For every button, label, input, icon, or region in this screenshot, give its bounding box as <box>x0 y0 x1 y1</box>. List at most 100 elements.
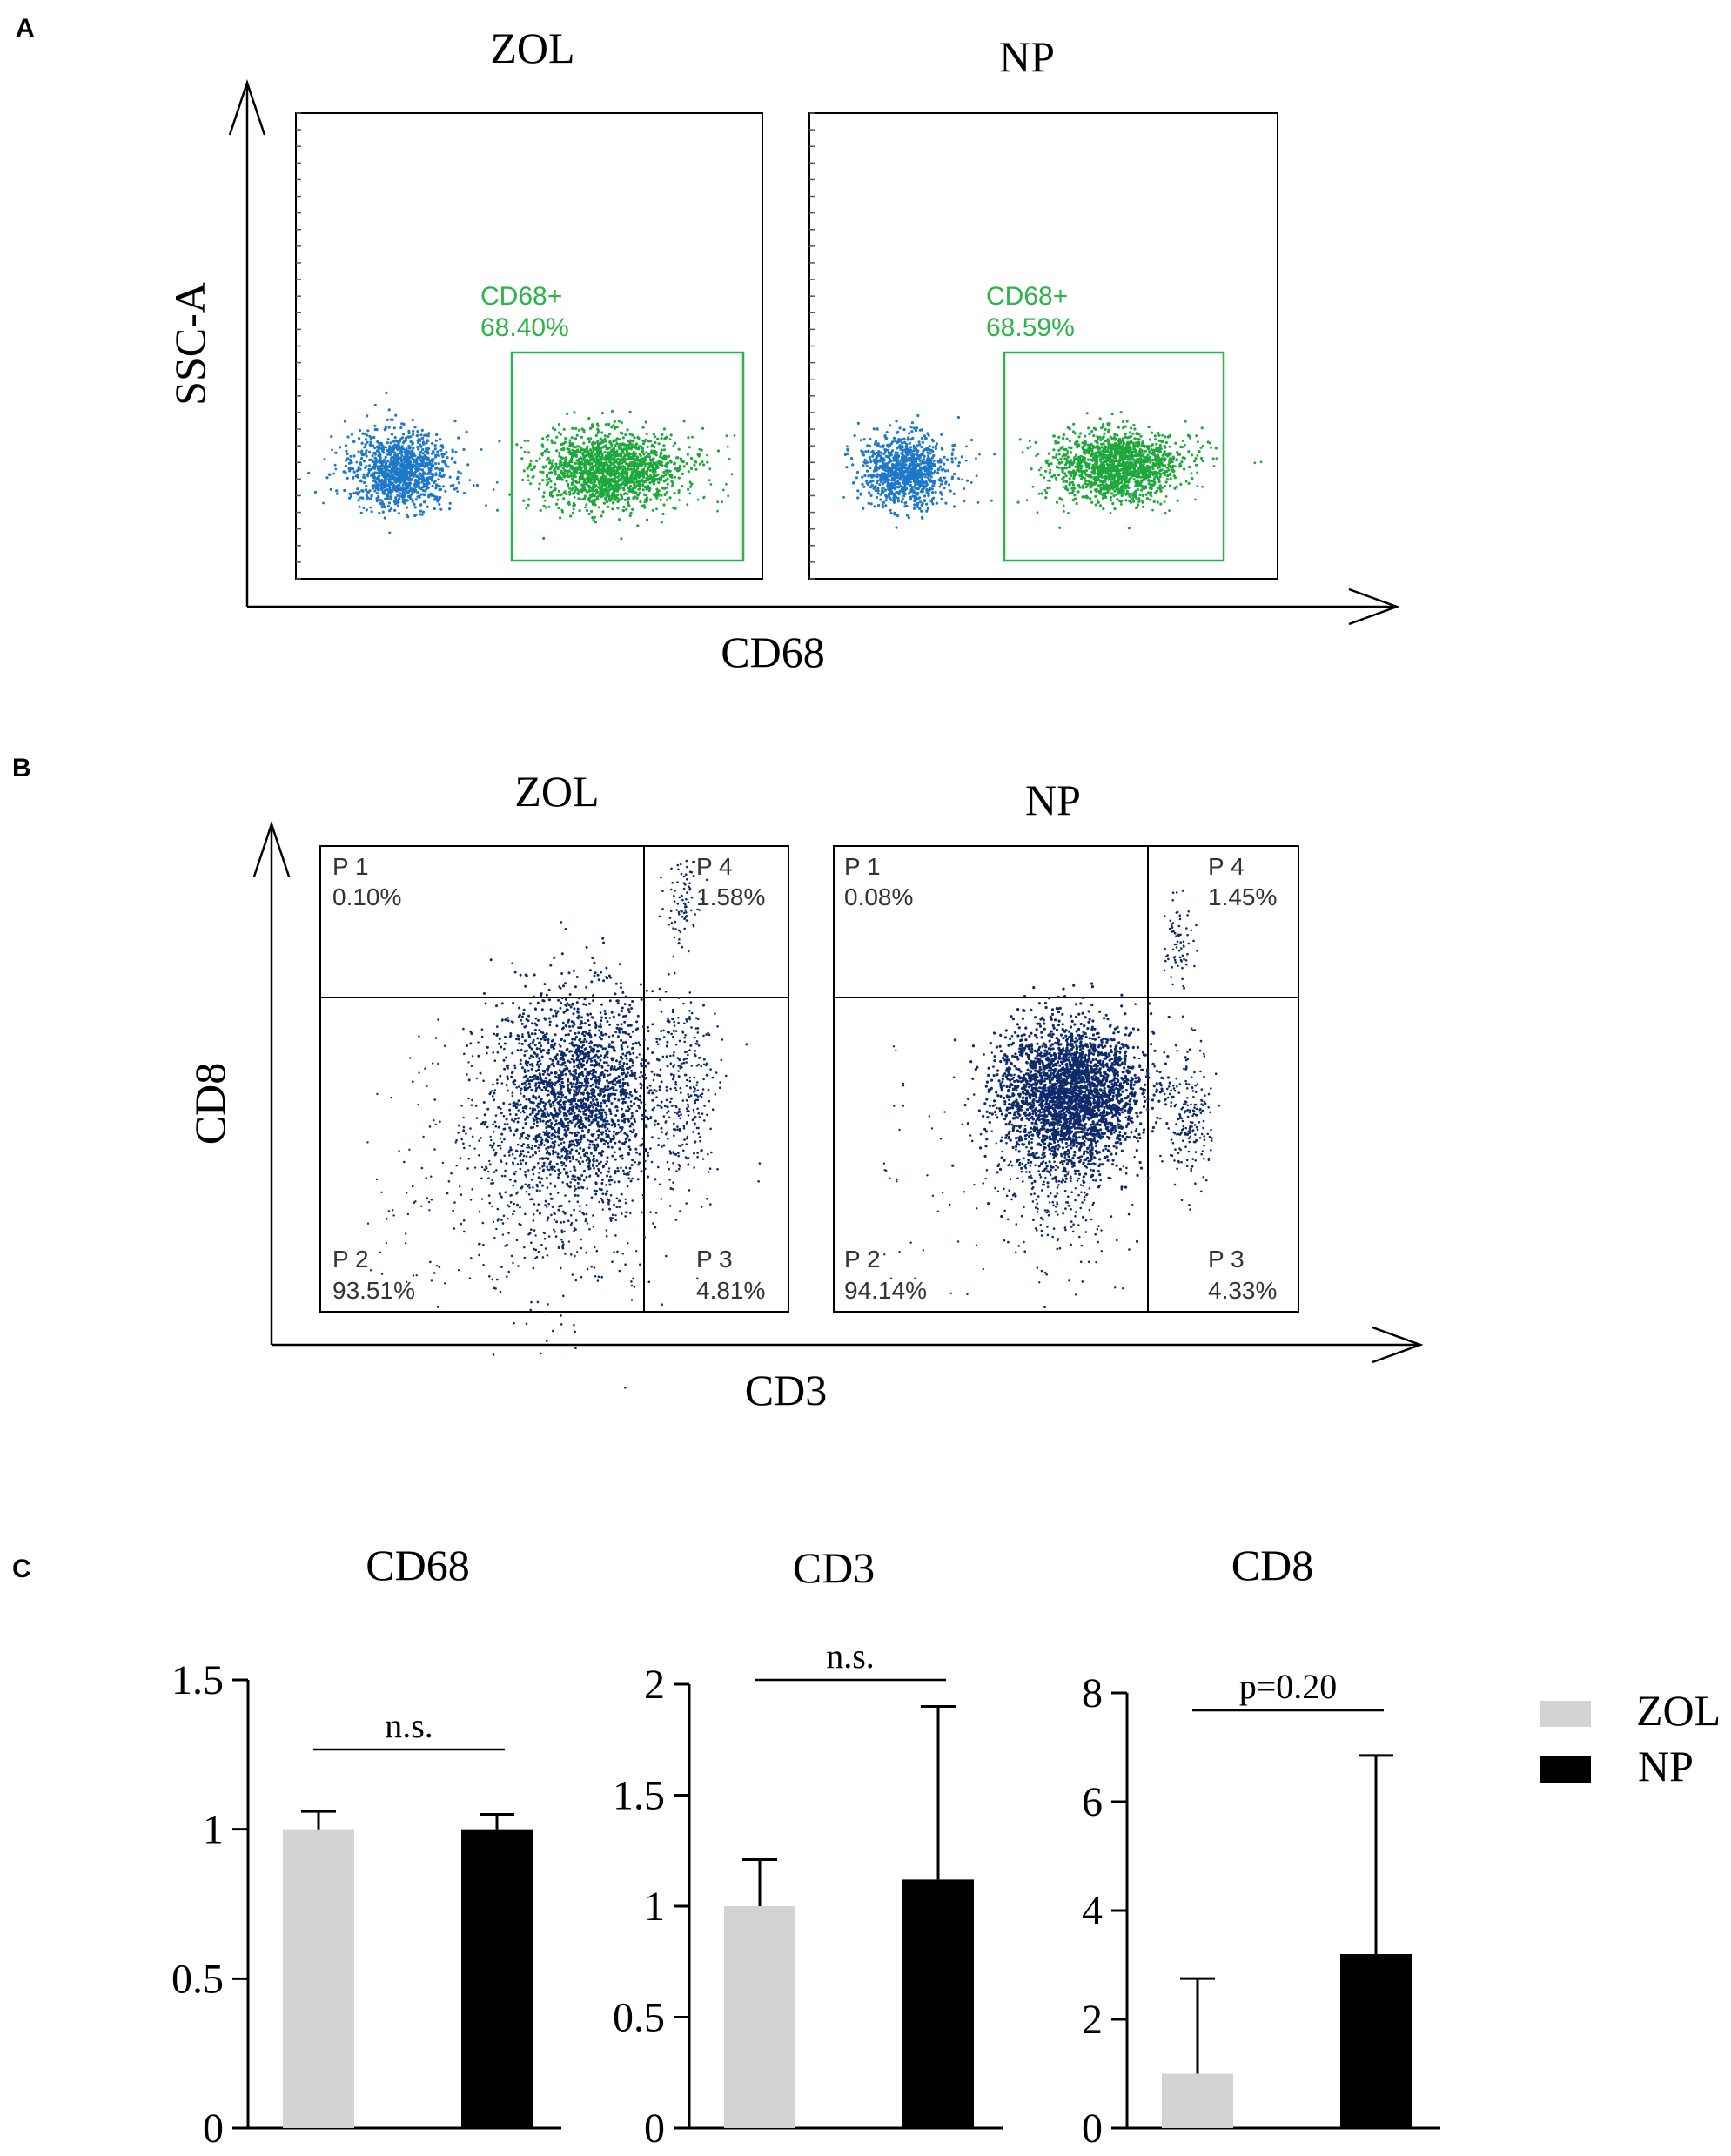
cd68-positive-event <box>604 423 607 426</box>
cd68-negative-event <box>434 439 438 442</box>
cd68-positive-event <box>1072 476 1076 480</box>
cd68-negative-event <box>893 470 896 474</box>
cd68-positive-event <box>621 496 624 500</box>
cd68-negative-event <box>419 513 422 516</box>
cd68-positive-event <box>545 483 549 487</box>
cd68-negative-event <box>370 474 373 478</box>
cd68-positive-event <box>542 491 546 494</box>
cd68-negative-event <box>456 490 460 493</box>
cd68-negative-event <box>419 503 423 506</box>
cd68-positive-event <box>1092 434 1096 438</box>
cd68-negative-event <box>373 489 377 493</box>
cd68-positive-event <box>560 443 563 447</box>
cd68-negative-event <box>923 454 926 458</box>
cd68-positive-event <box>654 440 657 445</box>
cd68-positive-event <box>541 465 545 468</box>
cd68-positive-event <box>1150 483 1153 487</box>
cd68-negative-event <box>383 470 386 473</box>
cd68-negative-event <box>359 511 363 515</box>
cd68-negative-event <box>401 483 405 487</box>
cd68-negative-event <box>846 447 849 452</box>
cd68-negative-event <box>416 430 419 433</box>
cd68-negative-event <box>325 476 329 480</box>
cd68-negative-event <box>413 464 417 467</box>
cd68-positive-event <box>629 511 633 515</box>
cd68-positive-event <box>1069 459 1072 462</box>
cd68-positive-event <box>604 440 607 443</box>
cd68-positive-event <box>571 426 574 430</box>
cd68-positive-event <box>671 484 674 487</box>
cd68-negative-event <box>438 502 441 507</box>
cd68-positive-event <box>606 473 609 476</box>
cd68-negative-event <box>416 433 419 437</box>
cd68-positive-event <box>574 426 578 431</box>
cd68-positive-event <box>553 470 556 474</box>
cd68-positive-event <box>1043 476 1046 480</box>
cd68-negative-event <box>918 466 922 469</box>
cd68-negative-event <box>384 497 387 500</box>
cd68-positive-event <box>600 412 605 415</box>
cd68-positive-event <box>632 470 635 474</box>
cd68-positive-event <box>600 469 604 473</box>
cd68-positive-event <box>558 462 561 466</box>
cd68-positive-event <box>1138 494 1142 497</box>
cd68-negative-event <box>939 482 943 486</box>
cd68-positive-event <box>551 426 555 430</box>
cd68-positive-event <box>594 492 599 495</box>
cd68-positive-event <box>590 509 594 514</box>
cd68-negative-event <box>865 464 869 467</box>
cd68-negative-event <box>346 452 349 456</box>
cd68-negative-event <box>869 460 873 464</box>
cd68-negative-event <box>420 428 424 432</box>
cd68-negative-event <box>389 498 392 501</box>
cd68-positive-event <box>665 498 668 501</box>
cd68-negative-event <box>399 467 402 471</box>
cd68-negative-event <box>392 500 396 504</box>
cd68-positive-event <box>535 459 539 463</box>
cd68-negative-event <box>395 484 399 487</box>
cd68-negative-event <box>901 450 904 454</box>
cd68-positive-event <box>596 467 600 471</box>
cd68-negative-event <box>370 510 373 514</box>
cd68-negative-event <box>384 455 387 459</box>
cd68-positive-event <box>687 436 690 440</box>
cd68-negative-event <box>373 456 377 460</box>
cd68-positive-event <box>633 446 636 448</box>
cd68-negative-event <box>339 446 342 449</box>
cd68-positive-event <box>538 482 541 486</box>
cd68-negative-event <box>923 473 926 476</box>
cd68-positive-event <box>607 452 610 455</box>
cd68-positive-event <box>1062 480 1065 483</box>
cd68-negative-event <box>406 513 409 517</box>
cd68-negative-event <box>411 442 414 447</box>
cd68-negative-event <box>429 492 433 496</box>
cd68-positive-event <box>648 481 652 485</box>
cd68-negative-event <box>856 421 860 425</box>
cd68-positive-event <box>660 437 663 440</box>
cd68-negative-event <box>888 492 891 495</box>
cd68-negative-event <box>964 459 968 462</box>
cd68-negative-event <box>390 462 393 466</box>
cd68-positive-event <box>665 486 668 489</box>
cd68-negative-event <box>425 455 428 460</box>
cd68-positive-event <box>640 468 644 473</box>
panel-a-letter: A <box>16 14 35 43</box>
cd68-negative-event <box>448 501 452 505</box>
cd68-positive-event <box>1072 459 1076 462</box>
cd68-positive-event <box>663 464 667 467</box>
cd68-negative-event <box>357 499 360 502</box>
cd68-negative-event <box>441 455 445 459</box>
cd68-negative-event <box>334 451 338 454</box>
cd68-positive-event <box>602 469 606 473</box>
cd68-negative-event <box>392 455 395 460</box>
cd68-negative-event <box>371 472 374 475</box>
cd68-negative-event <box>932 459 936 462</box>
cd68-positive-event <box>569 472 573 475</box>
cd68-negative-event <box>427 481 431 485</box>
cd68-positive-event <box>640 445 643 448</box>
cd68-positive-event <box>1133 437 1137 440</box>
cd68-positive-event <box>649 498 653 501</box>
cd68-negative-event <box>914 480 917 484</box>
cd68-positive-event <box>551 441 554 445</box>
cd68-negative-event <box>920 509 923 513</box>
